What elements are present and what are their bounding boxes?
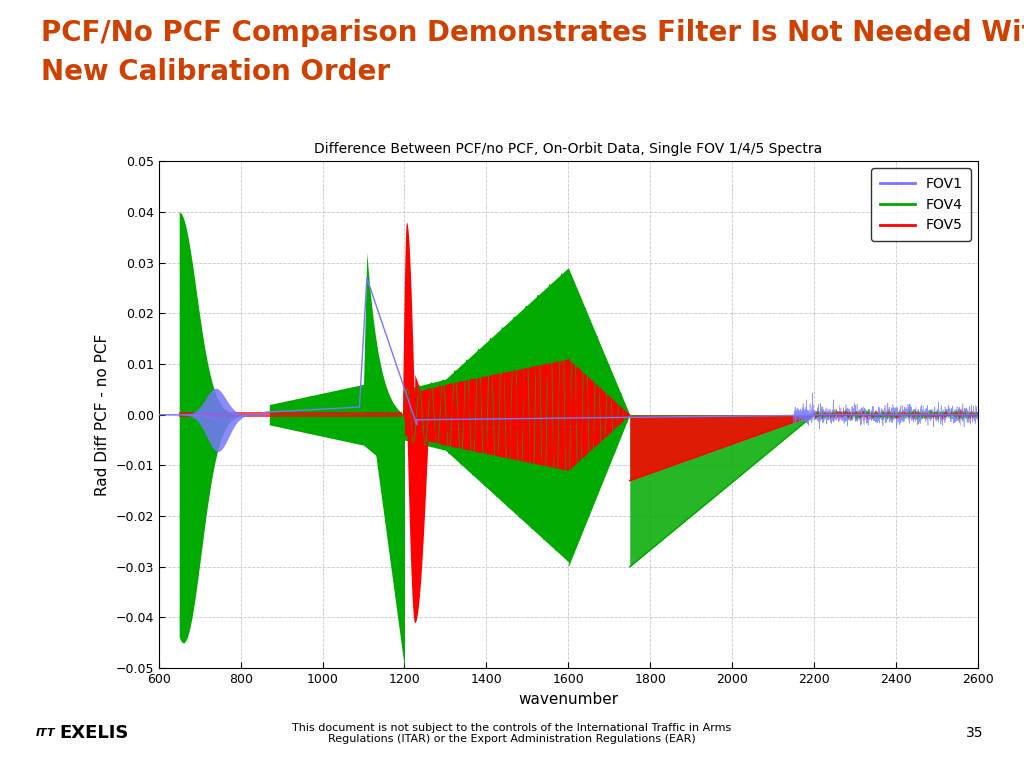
Text: EXELIS: EXELIS: [59, 724, 129, 743]
Y-axis label: Rad Diff PCF - no PCF: Rad Diff PCF - no PCF: [95, 333, 110, 496]
Legend: FOV1, FOV4, FOV5: FOV1, FOV4, FOV5: [871, 168, 971, 241]
Text: New Calibration Order: New Calibration Order: [41, 58, 390, 85]
Text: ITT: ITT: [36, 728, 55, 739]
Title: Difference Between PCF/no PCF, On-Orbit Data, Single FOV 1/4/5 Spectra: Difference Between PCF/no PCF, On-Orbit …: [314, 142, 822, 156]
Text: This document is not subject to the controls of the International Traffic in Arm: This document is not subject to the cont…: [293, 723, 731, 744]
Text: PCF/No PCF Comparison Demonstrates Filter Is Not Needed With: PCF/No PCF Comparison Demonstrates Filte…: [41, 19, 1024, 47]
Text: 35: 35: [966, 727, 983, 740]
X-axis label: wavenumber: wavenumber: [518, 691, 618, 707]
